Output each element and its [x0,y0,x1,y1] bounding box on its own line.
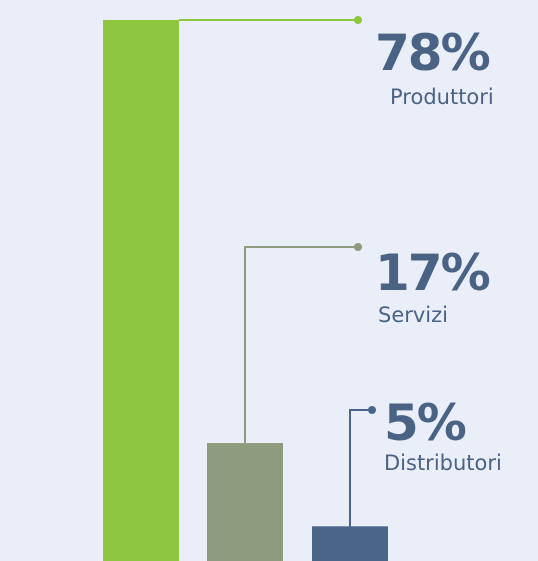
category-label: Servizi [378,303,448,327]
value-label: 5% [384,394,466,452]
connector-dot [354,16,362,24]
connector-dot [368,406,376,414]
category-label: Distributori [384,451,502,475]
connector [244,246,358,444]
category-label: Produttori [390,85,494,109]
bar [207,443,283,561]
connector [349,409,372,527]
connector-dot [354,243,362,251]
bar [103,20,179,561]
value-label: 78% [375,24,490,82]
value-label: 17% [375,244,490,302]
bar [312,526,388,561]
